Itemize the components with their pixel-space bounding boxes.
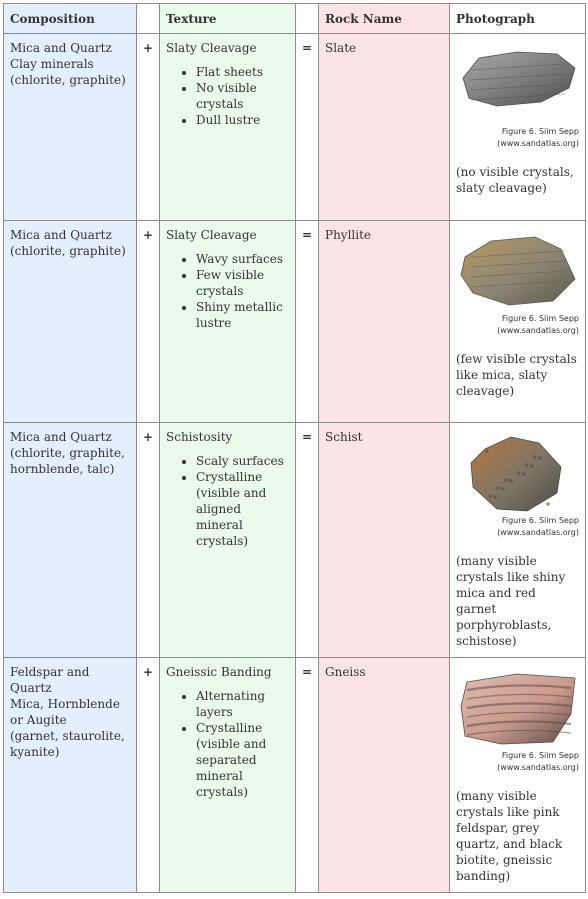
equals-sign: = [301, 228, 313, 242]
plus-symbol: + [136, 33, 160, 221]
photo-credit-line1: Figure 6. Siim Sepp [501, 314, 579, 323]
rock-name: Slate [325, 41, 357, 55]
gneiss-rock-photo-svg [460, 673, 575, 745]
header-row: Composition Texture Rock Name Photograph [3, 3, 586, 34]
rock-name-cell: Phyllite [318, 220, 450, 423]
header-texture: Texture [159, 3, 296, 34]
texture-item: Crystalline (visible and aligned mineral… [196, 469, 289, 549]
header-photograph: Photograph [449, 3, 586, 34]
texture-list: Alternating layersCrystalline (visible a… [166, 688, 289, 800]
rock-name-cell: Schist [318, 422, 450, 658]
schist-rock-photo [456, 433, 579, 513]
table-row: Feldspar and Quartz Mica, Hornblende or … [3, 657, 586, 893]
texture-item: Alternating layers [196, 688, 289, 720]
gneiss-rock-photo [456, 668, 579, 748]
photograph-cell: Figure 6. Siim Sepp (www.sandatlas.org) … [449, 422, 586, 658]
composition-cell: Mica and Quartz (chlorite, graphite) [3, 220, 137, 423]
equals-sign: = [301, 41, 313, 55]
header-rock-name: Rock Name [318, 3, 450, 34]
texture-item: No visible crystals [196, 80, 289, 112]
texture-item: Dull lustre [196, 112, 289, 128]
equals-symbol: = [295, 422, 319, 658]
texture-item: Shiny metallic lustre [196, 299, 289, 331]
rock-name: Schist [325, 430, 363, 444]
composition-cell: Feldspar and Quartz Mica, Hornblende or … [3, 657, 137, 893]
equals-symbol: = [295, 657, 319, 893]
texture-cell: Slaty Cleavage Wavy surfacesFew visible … [159, 220, 296, 423]
slate-rock-photo-svg [462, 51, 575, 107]
composition-cell: Mica and Quartz Clay minerals (chlorite,… [3, 33, 137, 221]
texture-cell: Gneissic Banding Alternating layersCryst… [159, 657, 296, 893]
rock-name: Phyllite [325, 228, 372, 242]
photo-credit-line1: Figure 6. Siim Sepp [501, 127, 579, 136]
photo-caption: (many visible crystals like shiny mica a… [456, 554, 566, 648]
photo-credit-line2: (www.sandatlas.org) [497, 326, 579, 335]
composition-text: Mica and Quartz (chlorite, graphite, hor… [10, 430, 125, 476]
composition-text: Feldspar and Quartz Mica, Hornblende or … [10, 665, 125, 759]
schist-rock-photo-svg [470, 436, 561, 512]
phyllite-rock-photo [456, 231, 579, 311]
rock-name: Gneiss [325, 665, 366, 679]
photograph-cell: Figure 6. Siim Sepp (www.sandatlas.org) … [449, 220, 586, 423]
photo-credit-line1: Figure 6. Siim Sepp [501, 751, 579, 760]
texture-list: Flat sheetsNo visible crystalsDull lustr… [166, 64, 289, 128]
rock-name-cell: Gneiss [318, 657, 450, 893]
equals-symbol: = [295, 220, 319, 423]
photo-caption: (few visible crystals like mica, slaty c… [456, 352, 577, 398]
header-equals-spacer [295, 3, 319, 34]
plus-sign: + [142, 430, 154, 444]
equals-sign: = [301, 665, 313, 679]
table-row: Mica and Quartz Clay minerals (chlorite,… [3, 33, 586, 221]
texture-item: Wavy surfaces [196, 251, 289, 267]
texture-list: Scaly surfacesCrystalline (visible and a… [166, 453, 289, 549]
photo-credit-line2: (www.sandatlas.org) [497, 528, 579, 537]
texture-cell: Slaty Cleavage Flat sheetsNo visible cry… [159, 33, 296, 221]
photo-caption: (no visible crystals, slaty cleavage) [456, 165, 574, 195]
equals-symbol: = [295, 33, 319, 221]
photo-credit: Figure 6. Siim Sepp (www.sandatlas.org) [456, 750, 579, 774]
texture-item: Flat sheets [196, 64, 289, 80]
plus-sign: + [142, 665, 154, 679]
composition-text: Mica and Quartz (chlorite, graphite) [10, 228, 126, 258]
texture-item: Few visible crystals [196, 267, 289, 299]
photo-credit-line1: Figure 6. Siim Sepp [501, 516, 579, 525]
plus-symbol: + [136, 657, 160, 893]
texture-list: Wavy surfacesFew visible crystalsShiny m… [166, 251, 289, 331]
photo-credit: Figure 6. Siim Sepp (www.sandatlas.org) [456, 126, 579, 150]
photo-credit-line2: (www.sandatlas.org) [497, 139, 579, 148]
photo-credit: Figure 6. Siim Sepp (www.sandatlas.org) [456, 515, 579, 539]
header-composition: Composition [3, 3, 137, 34]
plus-symbol: + [136, 422, 160, 658]
slate-rock-photo [456, 44, 579, 124]
texture-title: Gneissic Banding [166, 665, 272, 679]
rock-name-cell: Slate [318, 33, 450, 221]
texture-title: Schistosity [166, 430, 233, 444]
plus-sign: + [142, 41, 154, 55]
composition-text: Mica and Quartz Clay minerals (chlorite,… [10, 41, 126, 87]
equals-sign: = [301, 430, 313, 444]
phyllite-rock-photo-svg [460, 236, 575, 306]
photograph-cell: Figure 6. Siim Sepp (www.sandatlas.org) … [449, 33, 586, 221]
texture-cell: Schistosity Scaly surfacesCrystalline (v… [159, 422, 296, 658]
photo-credit: Figure 6. Siim Sepp (www.sandatlas.org) [456, 313, 579, 337]
texture-title: Slaty Cleavage [166, 41, 257, 55]
header-plus-spacer [136, 3, 160, 34]
metamorphic-rocks-table: Composition Texture Rock Name Photograph… [3, 3, 586, 893]
table-row: Mica and Quartz (chlorite, graphite) + S… [3, 220, 586, 423]
texture-item: Crystalline (visible and separated miner… [196, 720, 289, 800]
table-row: Mica and Quartz (chlorite, graphite, hor… [3, 422, 586, 658]
photo-credit-line2: (www.sandatlas.org) [497, 763, 579, 772]
photo-caption: (many visible crystals like pink feldspa… [456, 789, 563, 883]
plus-sign: + [142, 228, 154, 242]
texture-item: Scaly surfaces [196, 453, 289, 469]
composition-cell: Mica and Quartz (chlorite, graphite, hor… [3, 422, 137, 658]
photograph-cell: Figure 6. Siim Sepp (www.sandatlas.org) … [449, 657, 586, 893]
plus-symbol: + [136, 220, 160, 423]
texture-title: Slaty Cleavage [166, 228, 257, 242]
